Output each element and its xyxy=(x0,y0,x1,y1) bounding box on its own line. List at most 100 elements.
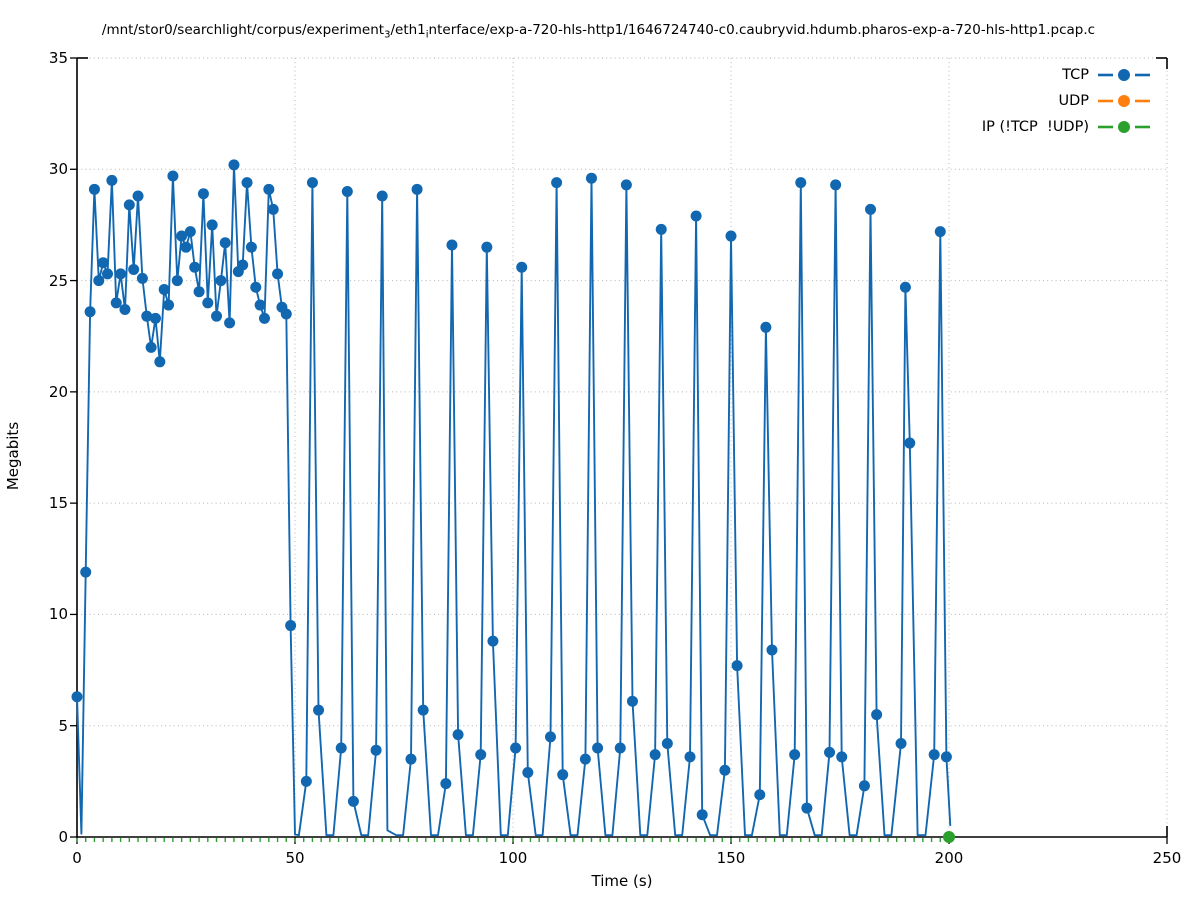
tcp-point xyxy=(128,263,140,275)
x-tick-label: 50 xyxy=(285,849,305,867)
legend-label-tcp: TCP xyxy=(1062,67,1089,83)
tcp-point xyxy=(824,746,836,758)
tcp-point xyxy=(411,183,423,195)
tcp-point xyxy=(197,188,209,200)
tcp-point xyxy=(341,186,353,198)
tcp-point xyxy=(163,299,175,311)
tcp-point xyxy=(263,183,275,195)
tcp-point xyxy=(280,308,292,320)
tcp-point xyxy=(145,341,157,353)
tcp-point xyxy=(830,179,842,191)
tcp-point xyxy=(766,644,778,656)
tcp-point xyxy=(557,769,569,781)
legend-row-udp: UDP xyxy=(982,88,1150,114)
udp-line-dot-marker xyxy=(1098,95,1150,107)
tcp-point xyxy=(141,310,153,322)
y-tick-label: 25 xyxy=(48,271,68,290)
tcp-point xyxy=(731,660,743,672)
tcp-point xyxy=(940,751,952,763)
legend-label-udp: UDP xyxy=(1058,93,1089,109)
tcp-point xyxy=(592,742,604,754)
tcp-point xyxy=(719,764,731,776)
tcp-point xyxy=(211,310,223,322)
tcp-point xyxy=(452,729,464,741)
tcp-point xyxy=(110,297,122,309)
tcp-point xyxy=(904,437,916,449)
tcp-point xyxy=(106,174,118,186)
legend-label-ip: IP (!TCP !UDP) xyxy=(981,119,1089,135)
tcp-point xyxy=(405,753,417,765)
tcp-point xyxy=(649,749,661,761)
legend-row-tcp: TCP xyxy=(982,62,1150,88)
tcp-point xyxy=(858,780,870,792)
tcp-point xyxy=(620,179,632,191)
tcp-point xyxy=(88,183,100,195)
title-segment: nterface/exp-a-720-hls-http1/1646724740-… xyxy=(428,22,1096,38)
tcp-point xyxy=(97,257,109,269)
tcp-point xyxy=(254,299,266,311)
tcp-point xyxy=(370,744,382,756)
tcp-point xyxy=(585,172,597,184)
tcp-point xyxy=(154,356,166,368)
y-tick-label: 10 xyxy=(48,605,68,624)
tcp-point xyxy=(899,281,911,293)
legend-row-ip: IP (!TCP !UDP) xyxy=(982,114,1150,140)
tcp-point xyxy=(313,704,325,716)
chart-title: /mnt/stor0/searchlight/corpus/experiment… xyxy=(0,22,1197,41)
tcp-point xyxy=(795,177,807,189)
tcp-point xyxy=(158,283,170,295)
tcp-point xyxy=(149,312,161,324)
tcp-point xyxy=(258,312,270,324)
tcp-point xyxy=(93,275,105,287)
tcp-point xyxy=(241,177,253,189)
y-tick-label: 30 xyxy=(48,160,68,179)
tcp-point xyxy=(789,749,801,761)
tcp-point xyxy=(250,281,262,293)
tcp-point xyxy=(184,226,196,238)
x-axis-title: Time (s) xyxy=(591,872,653,890)
tcp-point xyxy=(579,753,591,765)
tcp-point xyxy=(136,272,148,284)
tcp-point xyxy=(475,749,487,761)
legend-marker-dot xyxy=(1118,95,1130,107)
tcp-point xyxy=(84,306,96,318)
tcp-point xyxy=(487,635,499,647)
x-tick-label: 250 xyxy=(1152,849,1182,867)
tcp-point xyxy=(123,199,135,211)
tcp-point xyxy=(167,170,179,182)
tcp-point xyxy=(516,261,528,273)
tcp-point xyxy=(481,241,493,253)
tcp-point xyxy=(202,297,214,309)
tcp-point xyxy=(228,159,240,171)
y-tick-label: 35 xyxy=(48,49,68,67)
tcp-point xyxy=(614,742,626,754)
y-axis-title: Megabits xyxy=(4,421,22,491)
tcp-point xyxy=(219,237,231,249)
y-tick-label: 5 xyxy=(58,716,68,735)
tcp-point xyxy=(306,177,318,189)
legend-marker-dot xyxy=(1118,121,1130,133)
tcp-point xyxy=(934,226,946,238)
legend: TCP UDP IP (!TCP !UDP) xyxy=(982,62,1150,140)
tcp-point xyxy=(245,241,257,253)
tcp-point xyxy=(132,190,144,202)
tcp-point xyxy=(215,275,227,287)
tcp-point xyxy=(347,795,359,807)
tcp-point xyxy=(335,742,347,754)
y-tick-label: 0 xyxy=(58,828,68,846)
tcp-point xyxy=(176,230,188,242)
tcp-point xyxy=(626,695,638,707)
tcp-point xyxy=(440,778,452,790)
tcp-point xyxy=(193,286,205,298)
tcp-point xyxy=(206,219,218,231)
title-segment: /eth1 xyxy=(390,22,426,38)
title-subscript: i xyxy=(425,29,429,41)
tcp-point xyxy=(102,268,114,280)
title-segment: /mnt/stor0/searchlight/corpus/experiment xyxy=(101,22,385,38)
x-tick-label: 200 xyxy=(934,849,964,867)
tcp-point xyxy=(376,190,388,202)
tcp-point xyxy=(285,620,297,632)
tcp-point xyxy=(661,738,673,750)
tcp-point xyxy=(417,704,429,716)
tcp-point xyxy=(690,210,702,222)
